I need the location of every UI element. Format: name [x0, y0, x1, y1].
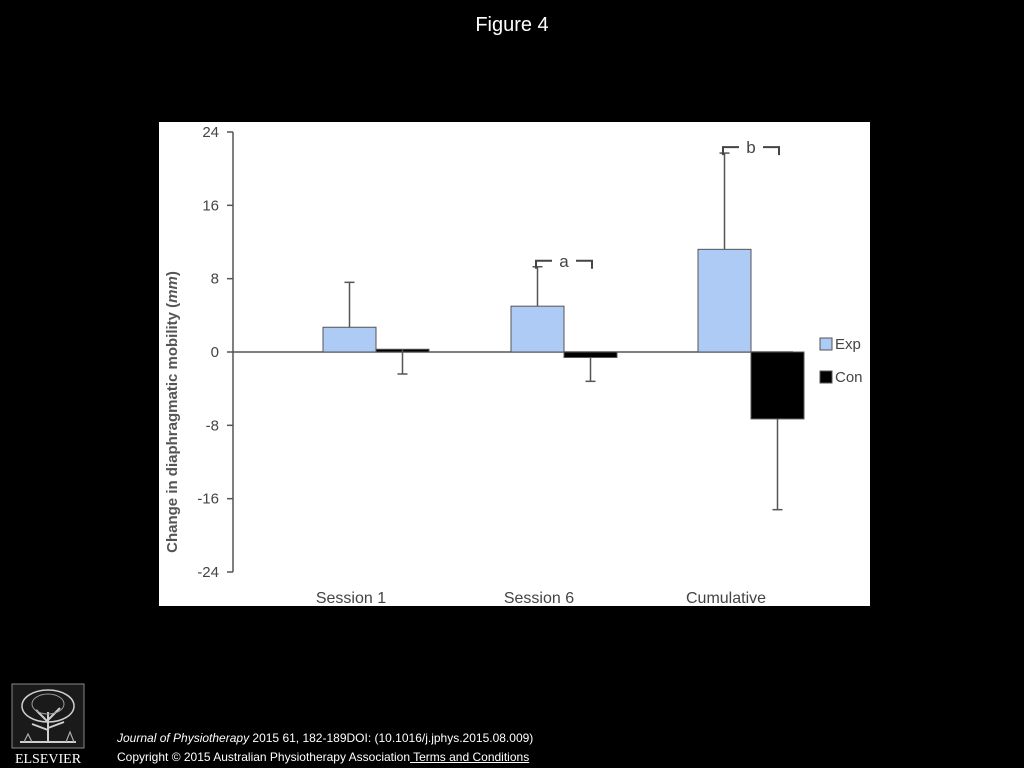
- bracket-right: [576, 259, 593, 269]
- bar-con: [750, 351, 805, 420]
- y-tick-label: 16: [202, 197, 219, 214]
- legend-item: Con: [819, 369, 863, 386]
- terms-link[interactable]: Terms and Conditions: [410, 750, 530, 764]
- bar-exp: [510, 305, 565, 353]
- x-tick-label: Cumulative: [686, 590, 766, 606]
- legend-swatch: [819, 337, 833, 351]
- significance-annotation: b: [722, 138, 780, 157]
- significance-annotation: a: [535, 252, 593, 271]
- figure-panel: 24 16 8 0 -8 -16 -24 Session 1 Session 6 Cumulati…: [159, 122, 870, 606]
- citation-reference: 2015 61, 182-189DOI: (10.1016/j.jphys.20…: [249, 731, 534, 745]
- y-tick-label: 0: [211, 344, 219, 361]
- legend-label: Exp: [835, 336, 861, 353]
- y-tick-label: 8: [211, 271, 219, 288]
- legend-item: Exp: [819, 336, 861, 353]
- y-tick-label: -8: [206, 417, 219, 434]
- significance-label: b: [746, 138, 755, 157]
- citation-block: Journal of Physiotherapy 2015 61, 182-18…: [117, 729, 533, 767]
- significance-label: a: [559, 252, 569, 271]
- y-axis-title: Change in diaphragmatic mobility (mm): [164, 271, 181, 553]
- elsevier-logo: ELSEVIER: [11, 683, 85, 766]
- journal-name: Journal of Physiotherapy: [117, 731, 250, 745]
- y-tick-label: -24: [197, 564, 219, 581]
- bar-chart: 24 16 8 0 -8 -16 -24 Session 1 Session 6 Cumulati…: [164, 124, 863, 606]
- x-tick-label: Session 6: [504, 590, 574, 606]
- bracket-left: [535, 259, 552, 269]
- bar-con: [563, 351, 618, 358]
- copyright-line: Copyright © 2015 Australian Physiotherap…: [117, 748, 533, 767]
- bar-exp: [697, 248, 752, 353]
- y-tick-label: -16: [197, 491, 219, 508]
- bracket-right: [763, 146, 780, 156]
- copyright-text: Copyright © 2015 Australian Physiotherap…: [117, 750, 411, 764]
- citation-line: Journal of Physiotherapy 2015 61, 182-18…: [117, 729, 533, 748]
- legend-label: Con: [835, 369, 863, 386]
- logo-wordmark: ELSEVIER: [15, 752, 82, 766]
- y-tick-label: 24: [202, 124, 219, 141]
- slide-title: Figure 4: [475, 14, 549, 36]
- x-tick-label: Session 1: [316, 590, 386, 606]
- bracket-left: [722, 146, 739, 156]
- bar-exp: [322, 326, 377, 353]
- legend-swatch: [819, 370, 833, 384]
